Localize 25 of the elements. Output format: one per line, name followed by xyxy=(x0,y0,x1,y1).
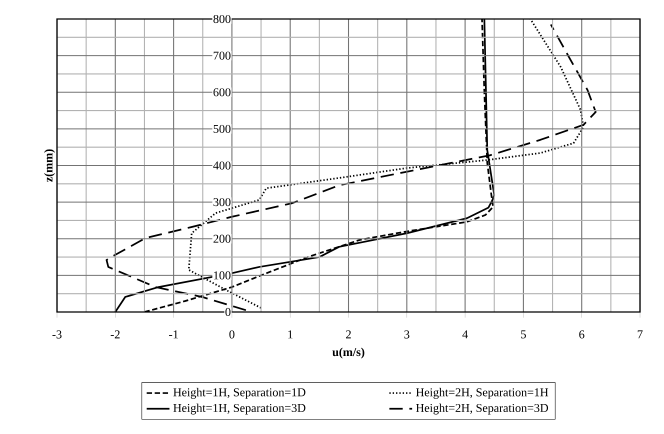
x-tick-label: 3 xyxy=(404,330,410,338)
x-tick-label: -3 xyxy=(52,330,62,338)
x-tick-label: 7 xyxy=(638,330,643,338)
legend-label: Height=2H, Separation=1H xyxy=(416,388,548,399)
legend-label: Height=2H, Separation=3D xyxy=(416,404,548,414)
x-tick-label: 1 xyxy=(288,330,292,338)
legend-label: Height=1H, Separation=1D xyxy=(173,388,306,399)
x-axis-title: u(m/s) xyxy=(332,348,364,359)
x-tick-label: 6 xyxy=(579,330,584,338)
y-tick-label: 0 xyxy=(225,308,231,316)
x-tick-label: 5 xyxy=(521,330,526,338)
y-tick-label: 300 xyxy=(214,198,231,206)
y-tick-label: 700 xyxy=(214,52,231,60)
y-tick-label: 200 xyxy=(213,234,231,243)
x-tick-label: 2 xyxy=(346,330,351,338)
y-tick-label: 800 xyxy=(213,14,231,24)
legend-label: Height=1H, Separation=3D xyxy=(173,404,306,414)
y-axis-title: z(mm) xyxy=(44,149,55,182)
y-tick-label: 500 xyxy=(214,124,231,133)
y-tick-label: 400 xyxy=(213,161,231,170)
x-tick-label: -2 xyxy=(110,330,120,338)
y-tick-label: 600 xyxy=(213,88,231,96)
x-tick-label: -1 xyxy=(169,330,178,338)
y-tick-label: 100 xyxy=(214,271,231,280)
x-tick-label: 4 xyxy=(462,330,468,338)
